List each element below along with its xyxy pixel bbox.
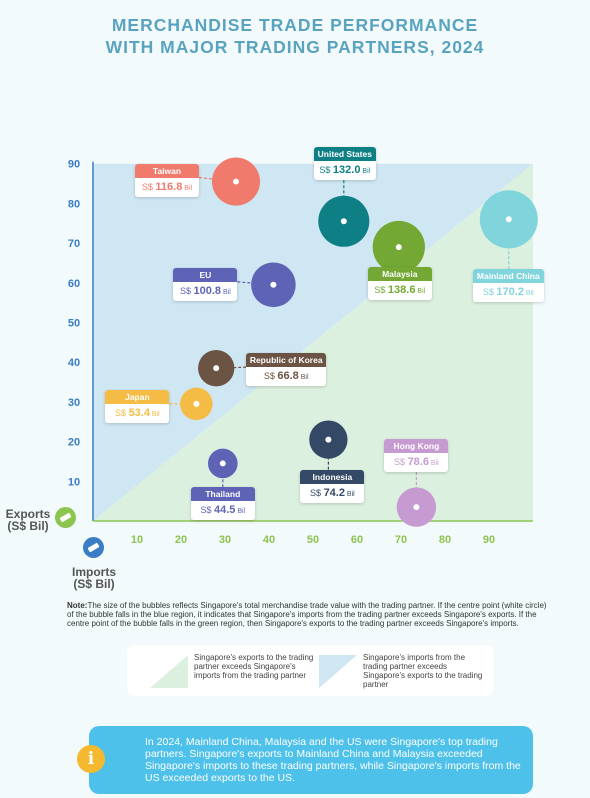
bubble-centre <box>270 281 277 288</box>
legend: Singapore's exports to the trading partn… <box>127 645 494 696</box>
imports-icon <box>83 537 104 558</box>
legend-blue-swatch <box>319 655 357 688</box>
bubble-label-name: Indonesia <box>300 469 365 484</box>
bubble-label: Japan S$ 53.4 Bil <box>105 389 170 423</box>
bubble-centre <box>395 244 402 251</box>
bubble-label: Indonesia S$ 74.2 Bil <box>300 469 365 503</box>
bubble-label-value: S$ 44.5 Bil <box>200 504 246 517</box>
y-tick-label: 30 <box>68 397 80 409</box>
bubble-label: Hong Kong S$ 78.6 Bil <box>384 439 449 473</box>
bubble-centre <box>219 460 226 467</box>
bubble-label: Republic of Korea S$ 66.8 Bil <box>246 353 327 387</box>
x-tick-label: 40 <box>263 534 275 546</box>
bubble-chart: 10 20 30 40 50 60 70 80 90 10 20 30 40 50 60 70 80 90 <box>68 157 538 546</box>
bubble-label-name: Thailand <box>190 487 255 502</box>
exports-icon <box>55 507 76 528</box>
y-tick-label: 50 <box>68 318 80 330</box>
info-icon: i <box>77 745 105 773</box>
x-tick-label: 70 <box>395 534 407 546</box>
bubble-centre <box>505 216 512 223</box>
legend-blue-text: Singapore's imports from the trading par… <box>363 653 483 689</box>
bubble-label-name: United States <box>313 147 376 162</box>
x-tick-label: 50 <box>307 534 319 546</box>
exports-exceed-region <box>93 163 533 521</box>
y-tick-label: 70 <box>68 238 80 250</box>
x-tick-label: 10 <box>131 534 143 546</box>
title-line-2: WITH MAJOR TRADING PARTNERS, 2024 <box>105 37 485 57</box>
title-line-1: MERCHANDISE TRADE PERFORMANCE <box>111 15 479 35</box>
bubble-label-name: Japan <box>105 389 170 404</box>
x-tick-label: 20 <box>175 534 187 546</box>
bubble-label-value: S$ 132.0 Bil <box>319 164 371 177</box>
bubble-label-name: Hong Kong <box>384 439 449 454</box>
bubble-label-value: S$ 170.2 Bil <box>482 286 534 299</box>
bubble-label-name: EU <box>173 267 238 282</box>
bubble-centre <box>413 504 420 511</box>
x-tick-label: 80 <box>439 534 451 546</box>
bubble-label-name: Republic of Korea <box>246 353 327 368</box>
bubble-label-value: S$ 66.8 Bil <box>263 370 309 383</box>
x-tick-label: 90 <box>483 534 495 546</box>
y-tick-label: 90 <box>68 159 80 171</box>
y-tick-label: 10 <box>68 476 80 488</box>
bubble-label-value: S$ 53.4 Bil <box>115 406 160 419</box>
bubble-label: Malaysia S$ 138.6 Bil <box>367 267 432 301</box>
y-tick-label: 20 <box>68 437 80 449</box>
chart-note: Note:The size of the bubbles reflects Si… <box>67 601 547 629</box>
bubble-label-value: S$ 138.6 Bil <box>374 284 426 297</box>
bubble-label-value: S$ 100.8 Bil <box>180 284 231 297</box>
x-tick-label: 60 <box>351 534 363 546</box>
bubble-label-value: S$ 116.8 Bil <box>141 180 193 193</box>
legend-green-text: Singapore's exports to the trading partn… <box>194 653 314 680</box>
bubble-label-value: S$ 74.2 Bil <box>310 486 355 499</box>
y-axis-title: Exports (S$ Bil) <box>5 507 51 533</box>
bubble-label-value: S$ 78.6 Bil <box>394 456 439 469</box>
bubble-centre <box>233 178 239 185</box>
bubble-label: Thailand S$ 44.5 Bil <box>190 487 255 521</box>
y-tick-label: 40 <box>68 357 80 369</box>
bubble-label: EU S$ 100.8 Bil <box>173 267 238 301</box>
bubble-label: Mainland China S$ 170.2 Bil <box>472 269 544 303</box>
bubble-centre <box>340 218 347 225</box>
info-box: i In 2024, Mainland China, Malaysia and … <box>77 726 533 794</box>
x-tick-label: 30 <box>219 534 231 546</box>
y-tick-label: 80 <box>68 198 80 210</box>
bubble-label: Taiwan S$ 116.8 Bil <box>135 163 199 197</box>
chart-title: MERCHANDISE TRADE PERFORMANCE WITH MAJOR… <box>0 14 590 58</box>
info-text: In 2024, Mainland China, Malaysia and th… <box>145 736 521 784</box>
y-tick-label: 60 <box>68 278 80 290</box>
bubble-centre <box>213 365 220 372</box>
bubble-centre <box>193 400 200 407</box>
bubble-centre <box>325 436 332 443</box>
bubble-label: United States S$ 132.0 Bil <box>313 147 376 181</box>
legend-green-swatch <box>150 655 188 688</box>
bubble-label-name: Mainland China <box>472 269 544 284</box>
x-axis-title: Imports (S$ Bil) <box>71 565 116 591</box>
bubble-label-name: Malaysia <box>367 267 432 282</box>
bubble-label-name: Taiwan <box>135 163 199 178</box>
